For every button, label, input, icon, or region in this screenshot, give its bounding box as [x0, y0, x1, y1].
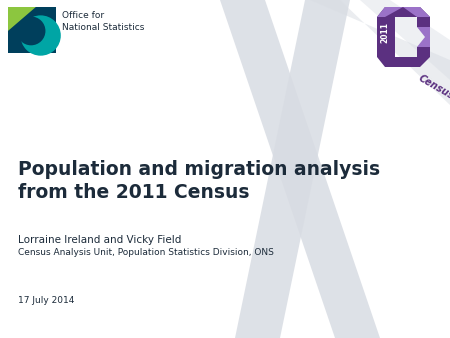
Polygon shape	[8, 7, 36, 31]
Polygon shape	[220, 0, 380, 338]
Text: Census: Census	[417, 73, 450, 101]
Polygon shape	[310, 0, 450, 105]
Text: 2011: 2011	[380, 22, 389, 43]
Polygon shape	[360, 0, 450, 80]
Polygon shape	[417, 27, 430, 47]
Text: Census Analysis Unit, Population Statistics Division, ONS: Census Analysis Unit, Population Statist…	[18, 248, 274, 257]
Text: Population and migration analysis
from the 2011 Census: Population and migration analysis from t…	[18, 160, 380, 202]
Polygon shape	[377, 7, 430, 67]
Text: Lorraine Ireland and Vicky Field: Lorraine Ireland and Vicky Field	[18, 235, 181, 245]
Text: 17 July 2014: 17 July 2014	[18, 296, 74, 305]
Bar	[8, 7, 56, 53]
Circle shape	[21, 15, 61, 56]
Polygon shape	[235, 0, 350, 338]
Circle shape	[17, 17, 45, 45]
Polygon shape	[377, 7, 430, 17]
Text: Office for
National Statistics: Office for National Statistics	[62, 11, 144, 32]
